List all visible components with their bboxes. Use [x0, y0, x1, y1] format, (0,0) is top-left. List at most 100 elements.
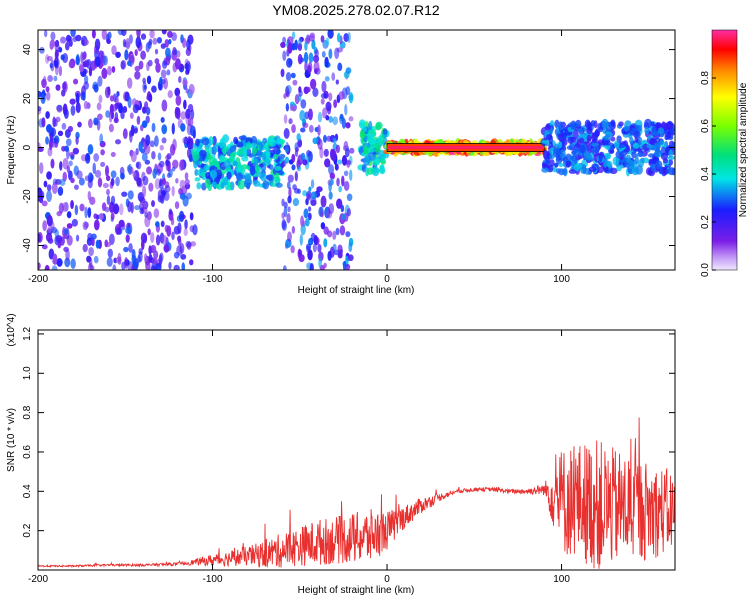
spectrogram-cell: [78, 177, 85, 186]
spectrogram-cell: [368, 138, 377, 145]
spectrogram-cell: [144, 215, 151, 228]
snr-line: [38, 417, 675, 569]
spectrogram-cell: [331, 72, 336, 81]
spectrogram-cell: [332, 230, 337, 240]
spectrogram-cell: [229, 152, 236, 158]
spectrogram-cell: [166, 225, 172, 237]
spectrogram-cell: [52, 137, 58, 144]
spectrogram-cell: [195, 138, 200, 147]
spectrogram-cell: [144, 253, 148, 263]
spectrogram-cell: [289, 104, 294, 111]
spectrogram-cell: [39, 190, 45, 200]
spectrogram-cell: [317, 243, 322, 253]
spectrogram-cell: [379, 164, 385, 174]
spectrogram-cell: [343, 180, 350, 192]
spectrogram-cell: [302, 190, 307, 197]
spectrogram-cell: [96, 102, 102, 111]
x-tick-label: -200: [28, 274, 48, 285]
spectrogram-cell: [66, 211, 72, 219]
spectrogram-cell: [291, 153, 296, 163]
y-tick-label: 0.2: [22, 523, 33, 537]
spectrogram-cell: [552, 147, 560, 158]
spectrogram-cell: [657, 127, 664, 135]
spectrogram-cell: [75, 234, 80, 242]
spectrogram-cell: [103, 55, 108, 66]
spectrogram-cell: [50, 59, 55, 72]
spectrogram-cell: [189, 259, 194, 266]
spectrogram-cell: [151, 150, 156, 160]
spectrogram-cell: [657, 122, 662, 127]
spectrogram-cell: [47, 225, 53, 232]
spectrogram-cell: [175, 178, 179, 184]
spectrogram-cell: [166, 172, 171, 179]
spectrogram-cell: [66, 165, 71, 174]
spectrogram-cell: [182, 79, 188, 86]
spectrogram-cell: [549, 159, 555, 167]
spectrogram-cell: [122, 105, 128, 113]
spectrogram-cell: [286, 57, 293, 68]
spectrogram-cell: [171, 166, 176, 172]
spectrogram-cell: [662, 167, 669, 176]
snr-panel: -200 -100 0 100 0.2 0.4 0.6 0.8 1.0 1.2 Height of…: [6, 313, 676, 596]
spectrogram-cell: [70, 177, 75, 184]
spectrogram-cell: [136, 161, 142, 170]
spectrogram-cell: [141, 152, 148, 162]
spectrogram-cell: [64, 41, 70, 51]
spectrogram-cell: [638, 137, 643, 145]
spectrogram-cell: [216, 169, 223, 180]
spectrogram-cell: [135, 36, 142, 49]
spectrogram-cell: [64, 257, 71, 268]
spectrogram-cell: [161, 60, 168, 69]
spectrogram-cell: [285, 90, 290, 98]
spectrogram-cells: [38, 30, 675, 270]
spectrogram-cell: [652, 126, 657, 132]
spectrogram-cell: [668, 149, 673, 158]
spectrogram-cell: [38, 90, 42, 98]
spectrogram-cell: [604, 139, 611, 146]
spectrogram-cell: [41, 200, 48, 207]
spectrogram-cell: [313, 61, 320, 73]
spectrogram-cell: [667, 155, 675, 160]
spectrogram-cell: [567, 136, 574, 144]
spectrogram-cell: [666, 131, 671, 139]
spectrogram-cell: [362, 145, 368, 152]
spectrogram-cell: [142, 200, 149, 210]
spectrogram-cell: [322, 107, 328, 119]
spectrogram-cell: [667, 167, 675, 176]
spectrogram-cell: [53, 56, 60, 69]
spectrogram-cell: [238, 135, 247, 141]
spectrogram-cell: [88, 246, 94, 257]
spectrogram-cell: [138, 60, 144, 70]
spectrogram-cell: [348, 116, 354, 122]
spectrogram-cell: [50, 158, 55, 169]
spectrogram-cell: [171, 32, 178, 42]
spectrogram-cell: [120, 172, 125, 180]
spectrogram-cell: [109, 95, 114, 102]
spectrogram-cell: [367, 129, 375, 134]
spectrogram-cell: [97, 177, 103, 188]
spectrogram-cell: [63, 108, 69, 120]
spectrogram-cell: [46, 124, 53, 133]
spectrogram-cell: [201, 137, 210, 146]
spectrogram-cell: [656, 141, 661, 150]
spectrogram-cell: [154, 48, 159, 55]
colorbar-label: Normalized spectral amplitude: [738, 82, 749, 217]
spectrogram-cell: [188, 83, 195, 95]
spectrogram-cell: [61, 122, 67, 130]
colorbar: 0.0 0.2 0.4 0.6 0.8 Normalized spectral ampl…: [700, 29, 749, 277]
spectrogram-cell: [636, 152, 644, 157]
spectrogram-cell: [56, 105, 63, 113]
spectrogram-cell: [110, 177, 115, 187]
spectrogram-cell: [65, 138, 72, 147]
spectrogram-cell: [135, 148, 139, 156]
spectrogram-cell: [154, 178, 161, 190]
spectrogram-cell: [73, 78, 79, 85]
spectrogram-cell: [134, 127, 138, 134]
spectrogram-cell: [173, 251, 180, 259]
spectrogram-cell: [281, 212, 285, 219]
spectrogram-cell: [145, 106, 151, 116]
spectrogram-cell: [349, 169, 353, 182]
spectrogram-cell: [323, 148, 329, 157]
spectrogram-cell: [154, 58, 160, 65]
spectrogram-cell: [307, 108, 313, 121]
